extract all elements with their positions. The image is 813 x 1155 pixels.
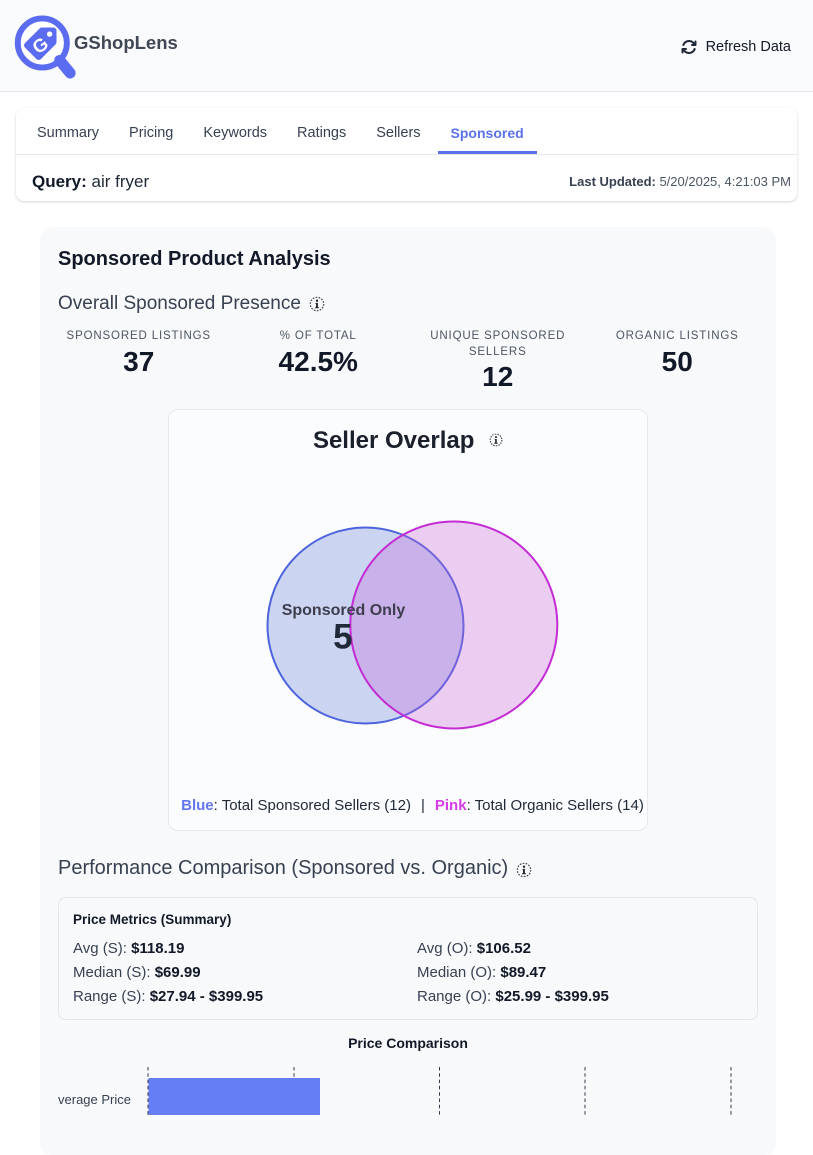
svg-text:Average Price: Average Price <box>58 1092 131 1107</box>
svg-text:Sponsored Only: Sponsored Only <box>282 602 406 619</box>
svg-text:5: 5 <box>333 618 352 657</box>
